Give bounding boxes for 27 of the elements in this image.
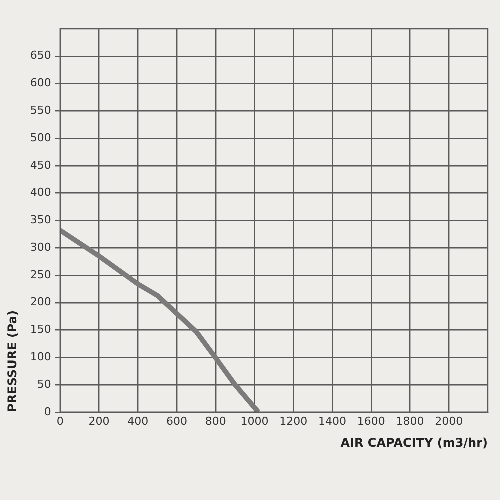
y-tick-label: 50 xyxy=(37,378,52,391)
y-tick-label: 0 xyxy=(44,405,52,418)
x-tick-label: 1800 xyxy=(396,414,424,428)
x-tick-label: 1200 xyxy=(280,414,308,428)
x-tick-label: 0 xyxy=(56,414,64,428)
y-tick-label: 600 xyxy=(30,76,52,90)
y-tick-label: 300 xyxy=(30,240,52,254)
y-tick-label: 250 xyxy=(30,268,52,282)
x-tick-label: 2000 xyxy=(435,414,464,428)
x-tick-label: 1000 xyxy=(240,414,269,428)
y-tick-label: 100 xyxy=(30,350,52,364)
x-tick-label: 600 xyxy=(166,414,188,428)
y-tick-label: 450 xyxy=(30,158,52,172)
y-tick-label: 500 xyxy=(30,131,52,144)
x-tick-label: 800 xyxy=(205,414,226,428)
y-tick-label: 200 xyxy=(30,296,52,309)
y-tick-label: 650 xyxy=(30,49,52,62)
y-axis-title: PRESSURE (Pa) xyxy=(5,310,20,412)
y-tick-label: 350 xyxy=(30,214,52,227)
x-axis-title: AIR CAPACITY (m3/hr) xyxy=(340,436,488,450)
y-tick-label: 150 xyxy=(30,323,52,336)
x-tick-label: 200 xyxy=(88,414,110,428)
x-tick-label: 400 xyxy=(128,414,149,428)
y-tick-label: 550 xyxy=(30,104,52,118)
x-tick-label: 1600 xyxy=(357,414,386,428)
y-tick-label: 400 xyxy=(30,186,52,200)
x-tick-label: 1400 xyxy=(318,414,347,428)
